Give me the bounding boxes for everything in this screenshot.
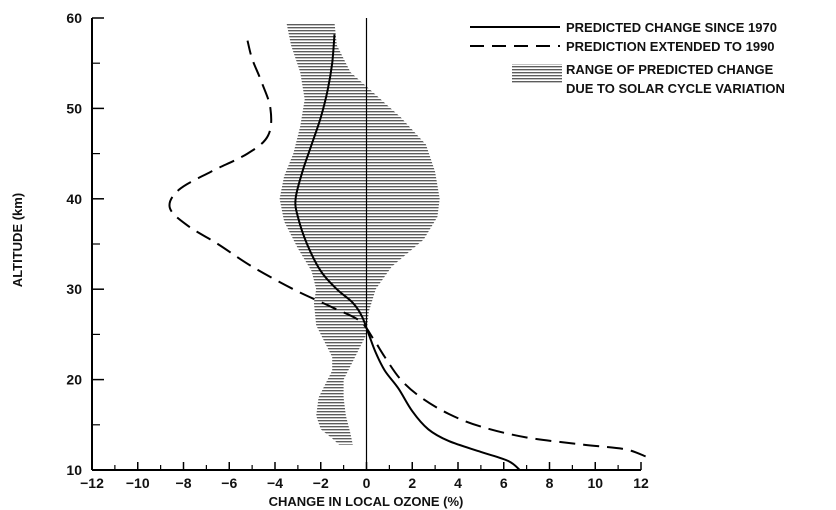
x-axis-title: CHANGE IN LOCAL OZONE (%) [269,494,464,509]
x-tick-label: 6 [500,475,508,491]
legend-dashed-label: PREDICTION EXTENDED TO 1990 [566,39,775,54]
solar-range-band-layer [279,22,440,445]
x-tick-label: 2 [408,475,416,491]
legend: PREDICTED CHANGE SINCE 1970 PREDICTION E… [470,20,785,96]
series-prediction-1990-line [168,40,646,458]
x-tick-label: 4 [454,475,462,491]
x-tick-label: −2 [313,475,329,491]
x-tick-label: −8 [176,475,192,491]
legend-range-swatch [512,64,562,84]
x-tick-label: 8 [546,475,554,491]
y-tick-label: 40 [66,191,82,207]
y-axis-title: ALTITUDE (km) [10,193,25,287]
x-tick-label: 10 [587,475,603,491]
y-tick-label: 10 [66,462,82,478]
x-tick-label: −4 [267,475,283,491]
y-tick-label: 50 [66,100,82,116]
x-tick-label: −12 [80,475,104,491]
series-layer [168,34,646,471]
y-tick-label: 60 [66,10,82,26]
legend-range-label-1: RANGE OF PREDICTED CHANGE [566,62,774,77]
ticks: −12 −10 −8 −6 −4 −2 0 2 4 6 8 10 12 10 20 30 40 50 60 [66,10,649,491]
legend-solid-label: PREDICTED CHANGE SINCE 1970 [566,20,777,35]
solar-range-band [279,22,440,445]
x-tick-label: −6 [221,475,237,491]
y-tick-label: 20 [66,372,82,388]
series-predicted-1970-line [294,34,521,471]
x-tick-label: 0 [363,475,371,491]
axes [91,18,641,471]
x-tick-label: −10 [126,475,150,491]
legend-range-label-2: DUE TO SOLAR CYCLE VARIATION [566,81,785,96]
x-tick-label: 12 [633,475,649,491]
y-tick-label: 30 [66,281,82,297]
